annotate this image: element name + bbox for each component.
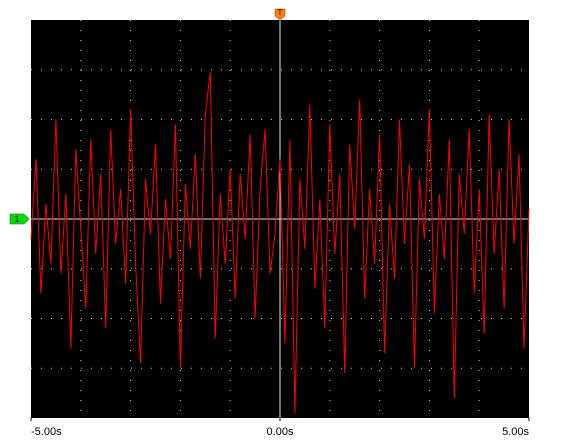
- x-tick-label: -5.00s: [31, 426, 62, 438]
- trigger-label: T: [278, 8, 283, 17]
- x-tick-label: 5.00s: [502, 426, 529, 438]
- trigger-marker: [274, 8, 286, 21]
- signal-trace: [30, 72, 530, 414]
- channel-label: 1: [14, 214, 19, 224]
- x-tick-label: 0.00s: [267, 426, 294, 438]
- channel-marker: [9, 213, 30, 225]
